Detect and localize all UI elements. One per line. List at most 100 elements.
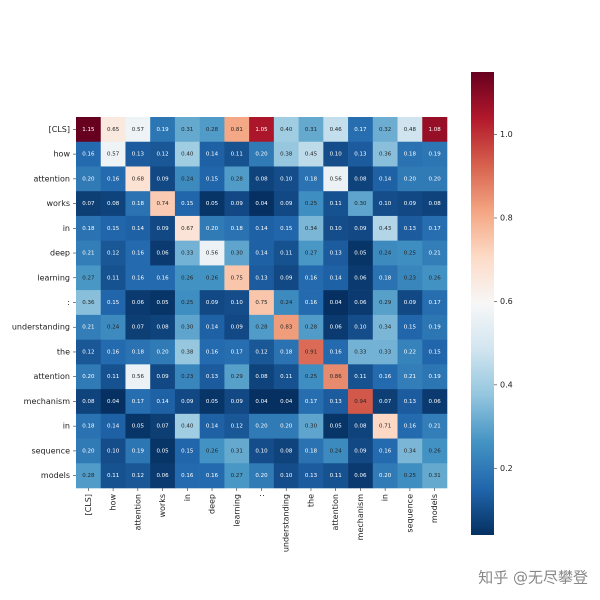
heatmap-cell xyxy=(323,463,349,489)
cell-label: 0.17 xyxy=(132,399,145,405)
heatmap-cell xyxy=(249,364,275,390)
cell-label: 0.04 xyxy=(330,300,343,306)
cell-label: 0.18 xyxy=(379,275,392,281)
heatmap-cell xyxy=(125,413,151,439)
cell-label: 0.36 xyxy=(82,300,95,306)
heatmap-cell xyxy=(348,215,374,241)
x-tick-label: [CLS] xyxy=(84,494,93,515)
heatmap-cell xyxy=(348,166,374,192)
heatmap-cell xyxy=(76,364,102,390)
heatmap-cell xyxy=(125,166,151,192)
cell-label: 0.45 xyxy=(305,152,318,158)
cell-label: 0.16 xyxy=(379,374,392,380)
heatmap-cell xyxy=(372,290,398,316)
cell-label: 0.15 xyxy=(429,349,442,355)
heatmap-cell xyxy=(125,339,151,365)
cell-label: 0.25 xyxy=(305,201,318,207)
y-tick-label: attention xyxy=(34,174,71,183)
cell-label: 0.31 xyxy=(231,448,243,454)
cell-label: 0.16 xyxy=(107,349,120,355)
heatmap-cell xyxy=(323,141,349,167)
cell-label: 0.21 xyxy=(82,325,94,331)
heatmap-cell xyxy=(372,463,398,489)
cell-label: 0.08 xyxy=(82,399,95,405)
y-tick-label: in xyxy=(63,224,70,233)
heatmap-cell xyxy=(199,166,225,192)
cell-label: 0.19 xyxy=(429,325,442,331)
heatmap-cell xyxy=(249,265,275,291)
heatmap-cell xyxy=(150,290,176,316)
heatmap-cell xyxy=(174,364,200,390)
cell-label: 0.17 xyxy=(429,300,442,306)
y-tick-label: sequence xyxy=(31,446,70,455)
cell-label: 0.56 xyxy=(132,374,145,380)
cell-label: 0.12 xyxy=(107,251,119,257)
cell-label: 0.38 xyxy=(280,152,293,158)
cell-label: 0.16 xyxy=(330,349,343,355)
cell-label: 0.20 xyxy=(255,473,268,479)
heatmap-cell xyxy=(125,215,151,241)
heatmap-cell xyxy=(323,339,349,365)
heatmap-cell xyxy=(199,265,225,291)
cell-label: 0.20 xyxy=(82,448,95,454)
heatmap-cell xyxy=(372,240,398,266)
y-tick-label: in xyxy=(63,422,70,431)
heatmap-cell xyxy=(125,265,151,291)
cell-label: 0.20 xyxy=(379,473,392,479)
cell-label: 0.28 xyxy=(255,325,268,331)
cell-label: 0.09 xyxy=(231,399,244,405)
cell-label: 0.10 xyxy=(330,226,343,232)
cell-label: 0.09 xyxy=(156,374,169,380)
heatmap-cell xyxy=(372,389,398,415)
heatmap-cell xyxy=(323,240,349,266)
heatmap-cell xyxy=(397,191,423,217)
cell-label: 0.94 xyxy=(354,399,367,405)
heatmap-cell xyxy=(224,413,250,439)
cell-label: 0.27 xyxy=(231,473,244,479)
heatmap-cell xyxy=(298,463,324,489)
cell-label: 0.30 xyxy=(354,201,367,207)
heatmap-cell xyxy=(372,191,398,217)
cell-label: 0.09 xyxy=(156,176,169,182)
heatmap-cell xyxy=(273,215,299,241)
heatmap-cell xyxy=(224,364,250,390)
heatmap-cell xyxy=(298,265,324,291)
x-tick-label: : xyxy=(257,494,266,497)
cell-label: 0.26 xyxy=(429,275,442,281)
cell-label: 0.05 xyxy=(156,300,169,306)
cell-label: 0.21 xyxy=(404,374,416,380)
y-tick-label: works xyxy=(46,199,70,208)
cell-label: 0.34 xyxy=(404,448,417,454)
heatmap-cell xyxy=(125,240,151,266)
cell-label: 0.24 xyxy=(181,176,194,182)
cell-label: 0.19 xyxy=(132,448,145,454)
cell-label: 0.83 xyxy=(280,325,293,331)
heatmap-cell xyxy=(150,191,176,217)
heatmap-cell xyxy=(224,191,250,217)
heatmap-cell xyxy=(422,141,448,167)
heatmap-cell xyxy=(273,240,299,266)
heatmap-cell xyxy=(397,290,423,316)
cell-label: 0.18 xyxy=(280,349,293,355)
cell-label: 0.17 xyxy=(354,127,367,133)
heatmap-cell xyxy=(422,240,448,266)
cell-label: 0.26 xyxy=(206,275,219,281)
heatmap-cell xyxy=(199,314,225,340)
cell-label: 0.17 xyxy=(429,226,442,232)
heatmap-cell xyxy=(125,463,151,489)
heatmap-cell xyxy=(273,290,299,316)
heatmap-cell xyxy=(249,117,275,143)
cell-label: 0.16 xyxy=(305,275,318,281)
cell-label: 0.56 xyxy=(206,251,219,257)
cell-label: 0.86 xyxy=(330,374,343,380)
heatmap-cell xyxy=(323,314,349,340)
heatmap-cell xyxy=(150,166,176,192)
cell-label: 0.18 xyxy=(404,152,417,158)
cell-label: 0.14 xyxy=(255,251,268,257)
heatmap-cell xyxy=(199,290,225,316)
cell-label: 0.08 xyxy=(280,448,293,454)
heatmap-cell xyxy=(76,314,102,340)
cell-label: 0.10 xyxy=(255,448,268,454)
cell-label: 0.14 xyxy=(206,325,219,331)
